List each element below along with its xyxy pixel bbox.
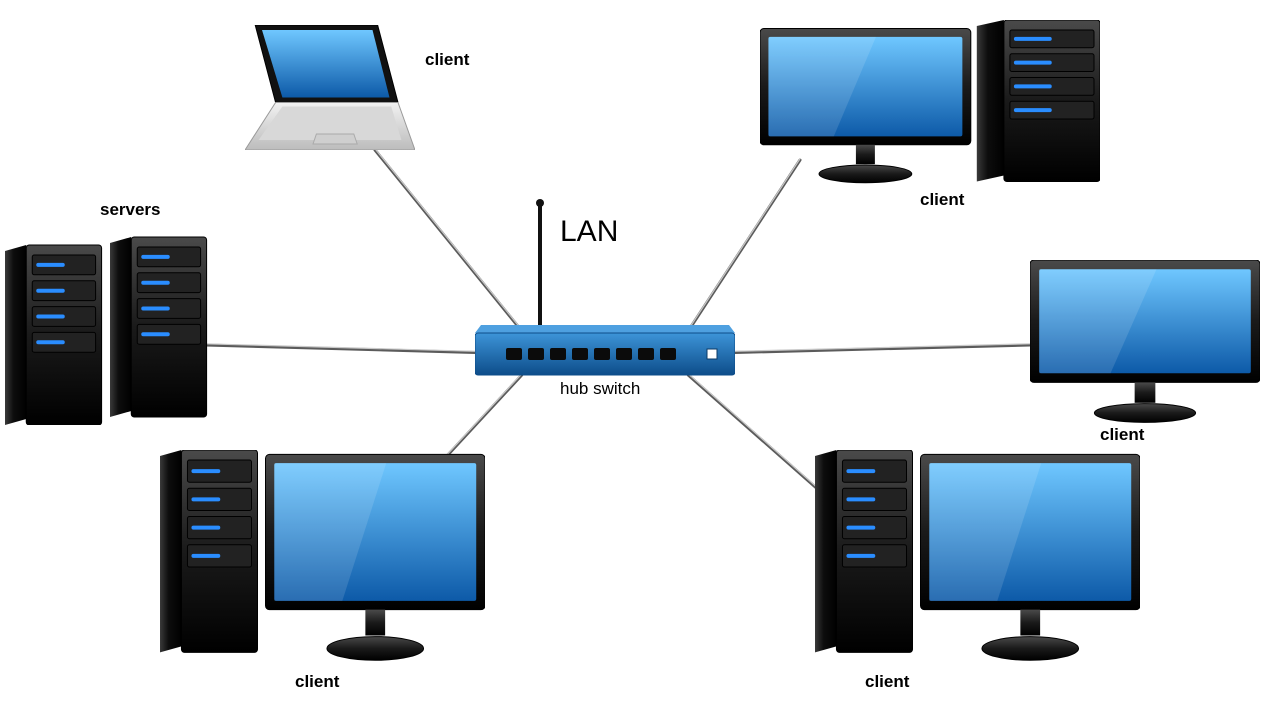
node-label-servers: servers <box>100 200 161 220</box>
node-label-laptop: client <box>425 50 469 70</box>
node-client-bottom-right <box>815 450 1140 675</box>
node-label-client-top-right: client <box>920 190 964 210</box>
node-client-mid-right <box>1030 260 1260 435</box>
node-label-client-mid-right: client <box>1100 425 1144 445</box>
lan-diagram: LAN hub switch serversclientclientclient… <box>0 0 1280 720</box>
hub-switch <box>475 195 735 390</box>
node-label-client-bottom-left: client <box>295 672 339 692</box>
node-laptop <box>245 25 415 155</box>
hub-label: hub switch <box>560 379 640 399</box>
node-client-bottom-left <box>160 450 485 675</box>
node-client-top-right <box>760 20 1100 195</box>
node-label-client-bottom-right: client <box>865 672 909 692</box>
node-servers <box>5 225 215 430</box>
